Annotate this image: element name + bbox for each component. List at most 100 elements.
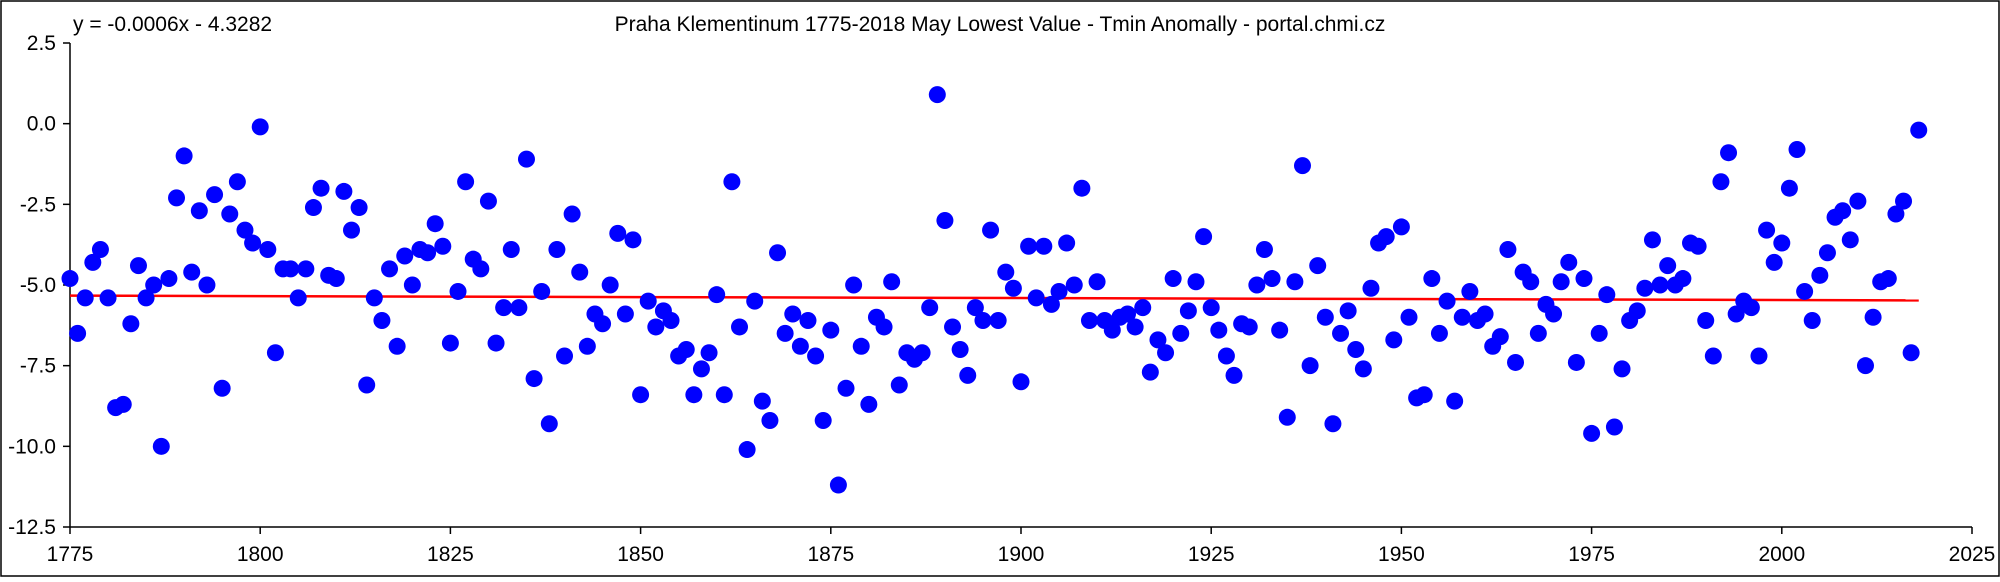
data-point: [152, 437, 170, 455]
data-point: [1887, 205, 1905, 223]
data-point: [114, 395, 132, 413]
data-point: [1004, 279, 1022, 297]
data-point: [1385, 331, 1403, 349]
data-point: [495, 299, 513, 317]
data-point: [381, 260, 399, 278]
data-point: [1126, 318, 1144, 336]
data-point: [221, 205, 239, 223]
data-point: [1742, 299, 1760, 317]
data-point: [829, 476, 847, 494]
data-point: [1415, 386, 1433, 404]
data-point: [1210, 321, 1228, 339]
data-point: [1796, 282, 1814, 300]
data-point: [1195, 228, 1213, 246]
data-point: [677, 341, 695, 359]
y-tick-label: -10.0: [8, 435, 56, 458]
chart-title: Praha Klementinum 1775-2018 May Lowest V…: [615, 13, 1386, 36]
x-tick-label: 1950: [1378, 543, 1425, 566]
data-point: [84, 253, 102, 271]
data-point: [1613, 360, 1631, 378]
data-point: [715, 386, 733, 404]
data-point: [921, 299, 939, 317]
data-point: [571, 263, 589, 281]
data-point: [1377, 228, 1395, 246]
data-point: [1902, 344, 1920, 362]
data-point: [837, 379, 855, 397]
data-point: [1438, 292, 1456, 310]
data-point: [1712, 173, 1730, 191]
data-point: [548, 241, 566, 259]
data-point: [1765, 253, 1783, 271]
data-point: [875, 318, 893, 336]
data-point: [61, 270, 79, 288]
data-point: [1141, 363, 1159, 381]
y-tick-label: 0.0: [27, 113, 56, 136]
data-point: [282, 260, 300, 278]
data-point: [1856, 357, 1874, 375]
data-point: [731, 318, 749, 336]
data-point: [175, 147, 193, 165]
data-point: [373, 311, 391, 329]
x-tick-label: 1925: [1188, 543, 1235, 566]
data-point: [1476, 305, 1494, 323]
data-point: [1347, 341, 1365, 359]
data-point: [244, 234, 262, 252]
data-point: [860, 395, 878, 413]
x-tick-label: 1800: [237, 543, 284, 566]
data-point: [350, 199, 368, 217]
data-point: [1522, 273, 1540, 291]
data-point: [692, 360, 710, 378]
data-point: [1704, 347, 1722, 365]
data-point: [457, 173, 475, 191]
data-point: [1339, 302, 1357, 320]
data-point: [76, 289, 94, 307]
data-point: [1088, 273, 1106, 291]
data-point: [959, 366, 977, 384]
data-point: [1392, 218, 1410, 236]
data-point: [1727, 305, 1745, 323]
data-point: [1879, 270, 1897, 288]
trend-equation: y = -0.0006x - 4.3282: [73, 13, 272, 36]
data-point: [1552, 273, 1570, 291]
data-point: [1788, 140, 1806, 158]
data-point: [1491, 328, 1509, 346]
data-point: [472, 260, 490, 278]
data-point: [266, 344, 284, 362]
data-point: [312, 179, 330, 197]
data-point: [1423, 270, 1441, 288]
data-point: [388, 337, 406, 355]
data-point: [1628, 302, 1646, 320]
data-point: [525, 370, 543, 388]
data-point: [1659, 257, 1677, 275]
data-point: [951, 341, 969, 359]
data-point: [487, 334, 505, 352]
data-point: [1217, 347, 1235, 365]
data-point: [434, 237, 452, 255]
data-point: [1834, 202, 1852, 220]
data-point: [738, 441, 756, 459]
data-point: [1065, 276, 1083, 294]
data-point: [479, 192, 497, 210]
data-point: [723, 173, 741, 191]
data-point: [883, 273, 901, 291]
data-point: [1202, 299, 1220, 317]
data-point: [753, 392, 771, 410]
data-point: [578, 337, 596, 355]
data-point: [1073, 179, 1091, 197]
data-point: [852, 337, 870, 355]
data-point: [1240, 318, 1258, 336]
data-point: [183, 263, 201, 281]
data-point: [1316, 308, 1334, 326]
data-point: [449, 282, 467, 300]
data-point: [685, 386, 703, 404]
data-point: [441, 334, 459, 352]
x-tick-label: 1900: [998, 543, 1045, 566]
data-point: [1020, 237, 1038, 255]
data-point: [502, 241, 520, 259]
data-point: [1598, 286, 1616, 304]
data-point: [814, 412, 832, 430]
data-point: [1042, 295, 1060, 313]
data-point: [1651, 276, 1669, 294]
data-point: [944, 318, 962, 336]
data-point: [533, 282, 551, 300]
